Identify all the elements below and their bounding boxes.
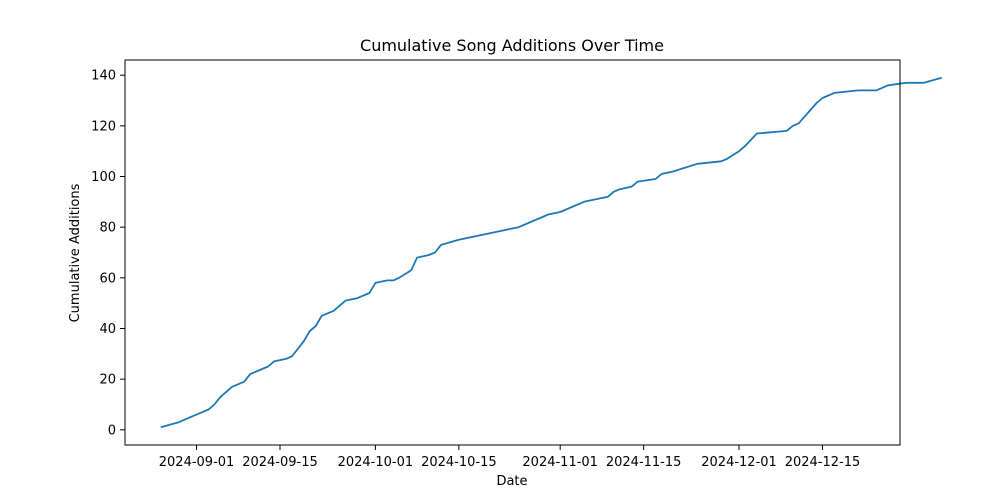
y-tick-label: 60 — [99, 271, 116, 286]
y-tick-label: 120 — [91, 119, 116, 134]
chart-title: Cumulative Song Additions Over Time — [360, 36, 664, 55]
y-tick-label: 100 — [91, 170, 116, 185]
x-tick-label: 2024-12-15 — [785, 455, 861, 470]
x-tick-label: 2024-12-01 — [701, 455, 777, 470]
y-tick-label: 80 — [99, 221, 116, 236]
series-line — [160, 76, 942, 429]
x-tick-label: 2024-10-15 — [421, 455, 497, 470]
y-tick-label: 40 — [99, 322, 116, 337]
plot-area — [124, 59, 942, 446]
y-axis: 0 20 40 60 80 100 120 140 — [91, 69, 125, 438]
x-axis: 2024-09-01 2024-09-15 2024-10-01 2024-10-15… — [159, 445, 861, 470]
x-tick-label: 2024-10-01 — [338, 455, 414, 470]
y-tick-label: 0 — [108, 423, 116, 438]
x-tick-label: 2024-09-01 — [159, 455, 235, 470]
y-axis-label: Cumulative Additions — [68, 183, 83, 322]
plot-frame — [124, 59, 901, 446]
x-tick-label: 2024-09-15 — [242, 455, 318, 470]
x-tick-label: 2024-11-15 — [606, 455, 682, 470]
x-axis-label: Date — [496, 474, 527, 489]
y-tick-label: 140 — [91, 69, 116, 84]
x-tick-label: 2024-11-01 — [522, 455, 598, 470]
y-tick-label: 20 — [99, 373, 116, 388]
